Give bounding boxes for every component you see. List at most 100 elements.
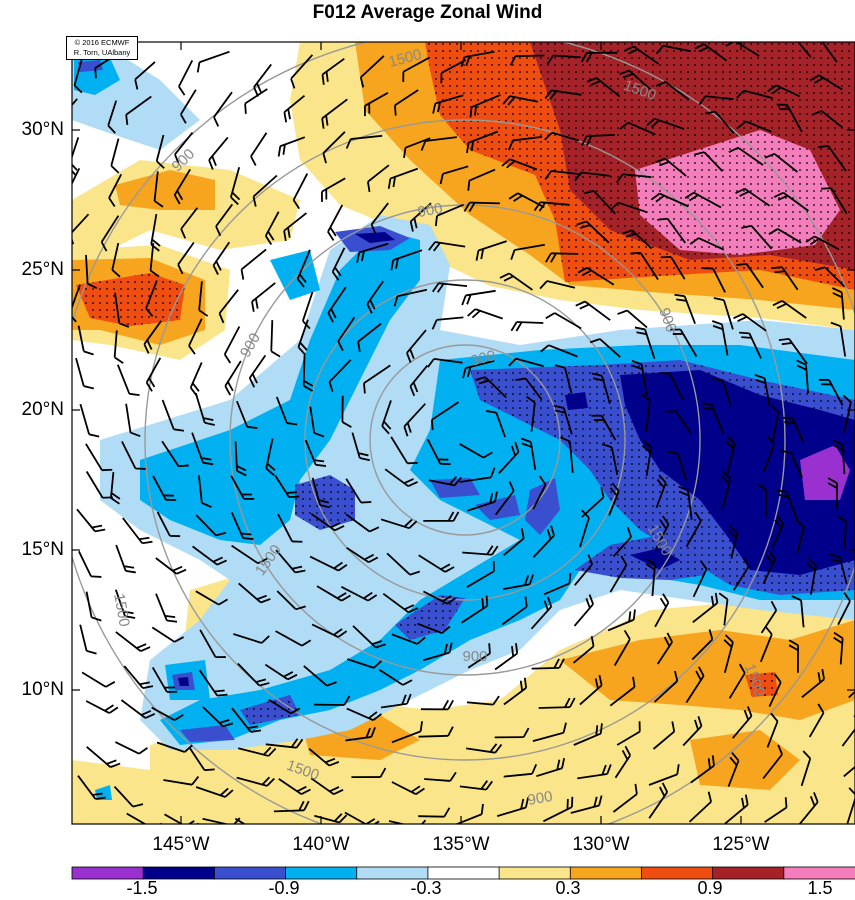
wind-barb xyxy=(188,747,215,772)
wind-barb xyxy=(347,658,382,669)
wind-barb xyxy=(308,748,340,767)
wind-barb xyxy=(575,300,611,321)
wind-barb xyxy=(654,515,670,551)
wind-barb xyxy=(542,796,574,823)
wind-barb xyxy=(177,241,195,275)
wind-barb xyxy=(718,592,729,626)
wind-barb xyxy=(766,712,779,748)
wind-barb xyxy=(667,450,688,481)
radius-ring xyxy=(229,204,701,676)
wind-barb xyxy=(648,764,680,786)
wind-barb xyxy=(417,622,451,634)
wind-barb xyxy=(363,92,389,117)
wind-barb xyxy=(508,192,545,209)
wind-barb xyxy=(114,292,130,328)
wind-barb xyxy=(773,191,809,212)
wind-barb xyxy=(161,399,185,432)
lon-label-130w: 130°W xyxy=(572,834,630,855)
wind-barb xyxy=(573,723,603,746)
wind-barb xyxy=(230,512,254,540)
wind-barb xyxy=(268,698,301,715)
wind-barb xyxy=(202,817,241,824)
wind-barb xyxy=(659,372,684,401)
wind-barb xyxy=(459,443,493,459)
wind-barb xyxy=(250,132,268,166)
wind-barb xyxy=(327,204,344,241)
wind-barb xyxy=(801,668,825,698)
colorbar-label-4: 0.9 xyxy=(697,878,723,898)
wind-barb xyxy=(515,377,543,401)
wind-barb xyxy=(612,783,638,813)
wind-barb xyxy=(111,242,121,278)
wind-barb xyxy=(533,201,570,212)
wind-barb xyxy=(321,57,345,85)
wind-barb xyxy=(309,406,325,438)
wind-barb xyxy=(125,95,152,126)
wind-barb xyxy=(615,173,652,184)
wind-barb xyxy=(192,545,227,566)
wind-barb xyxy=(811,110,844,129)
wind-barb xyxy=(114,589,136,619)
wind-barb xyxy=(428,475,462,487)
wind-barb xyxy=(85,254,98,289)
wind-barb xyxy=(579,675,603,706)
wind-barb xyxy=(463,201,500,213)
wind-barb xyxy=(428,241,466,252)
wind-barb xyxy=(630,251,659,280)
wind-barb xyxy=(121,440,146,470)
wind-barb xyxy=(820,187,848,214)
wind-barb xyxy=(570,795,603,814)
wind-barb xyxy=(115,631,151,652)
wind-barb xyxy=(640,393,651,432)
wind-barb xyxy=(634,326,656,360)
wind-barb xyxy=(837,592,851,626)
wind-barb xyxy=(462,545,499,556)
wind-barb xyxy=(691,629,714,661)
contour-label: 900 xyxy=(416,200,444,221)
wind-barb xyxy=(264,211,280,246)
wind-barb xyxy=(728,663,746,699)
wind-barb xyxy=(215,203,234,237)
colorbar-swatch xyxy=(783,866,855,880)
wind-barb xyxy=(589,338,621,358)
wind-barb xyxy=(359,55,385,88)
wind-barb xyxy=(418,554,455,573)
wind-barb xyxy=(310,513,345,532)
wind-barb xyxy=(422,590,457,605)
wind-barb xyxy=(432,94,464,114)
wind-barb xyxy=(120,699,156,719)
wind-barb xyxy=(648,782,669,819)
wind-barb xyxy=(652,721,676,750)
wind-barb xyxy=(198,475,212,508)
wind-barb xyxy=(762,744,783,780)
lat-label-20n: 20°N xyxy=(21,399,64,420)
wind-barb xyxy=(290,54,314,89)
wind-barb xyxy=(380,518,418,530)
wind-barb xyxy=(732,706,753,739)
wind-barb xyxy=(461,595,489,624)
wind-barb xyxy=(530,596,553,630)
wind-barb xyxy=(275,549,306,574)
wind-barb xyxy=(545,312,582,330)
wind-barb xyxy=(218,289,239,324)
wind-barb xyxy=(156,511,181,538)
wind-barb xyxy=(423,511,460,522)
wind-barb xyxy=(145,280,158,317)
wind-barb xyxy=(143,320,162,354)
wind-barb xyxy=(494,727,530,739)
wind-barb xyxy=(198,281,209,317)
wind-barb xyxy=(543,573,572,596)
wind-barb xyxy=(574,171,611,182)
wind-barb xyxy=(370,202,389,235)
lat-label-15n: 15°N xyxy=(21,539,64,560)
wind-barb xyxy=(510,243,545,261)
contour-label: 1500 xyxy=(110,592,133,628)
wind-barb xyxy=(351,432,371,462)
wind-barb xyxy=(277,136,306,157)
wind-barb xyxy=(741,224,773,250)
wind-barb xyxy=(363,364,391,394)
wind-barb xyxy=(466,560,495,588)
wind-barb xyxy=(126,812,163,824)
wind-barb xyxy=(841,714,855,747)
wind-barb xyxy=(418,726,454,738)
